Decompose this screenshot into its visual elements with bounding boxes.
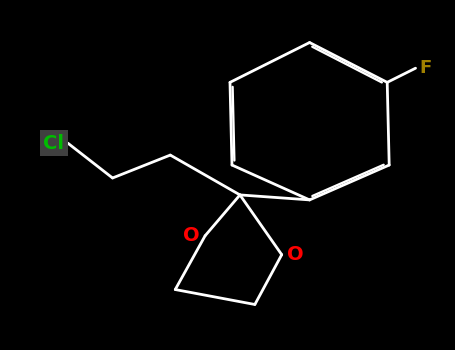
Text: O: O <box>287 245 304 264</box>
Text: F: F <box>419 59 431 77</box>
Text: O: O <box>183 226 200 245</box>
Text: Cl: Cl <box>43 134 64 153</box>
